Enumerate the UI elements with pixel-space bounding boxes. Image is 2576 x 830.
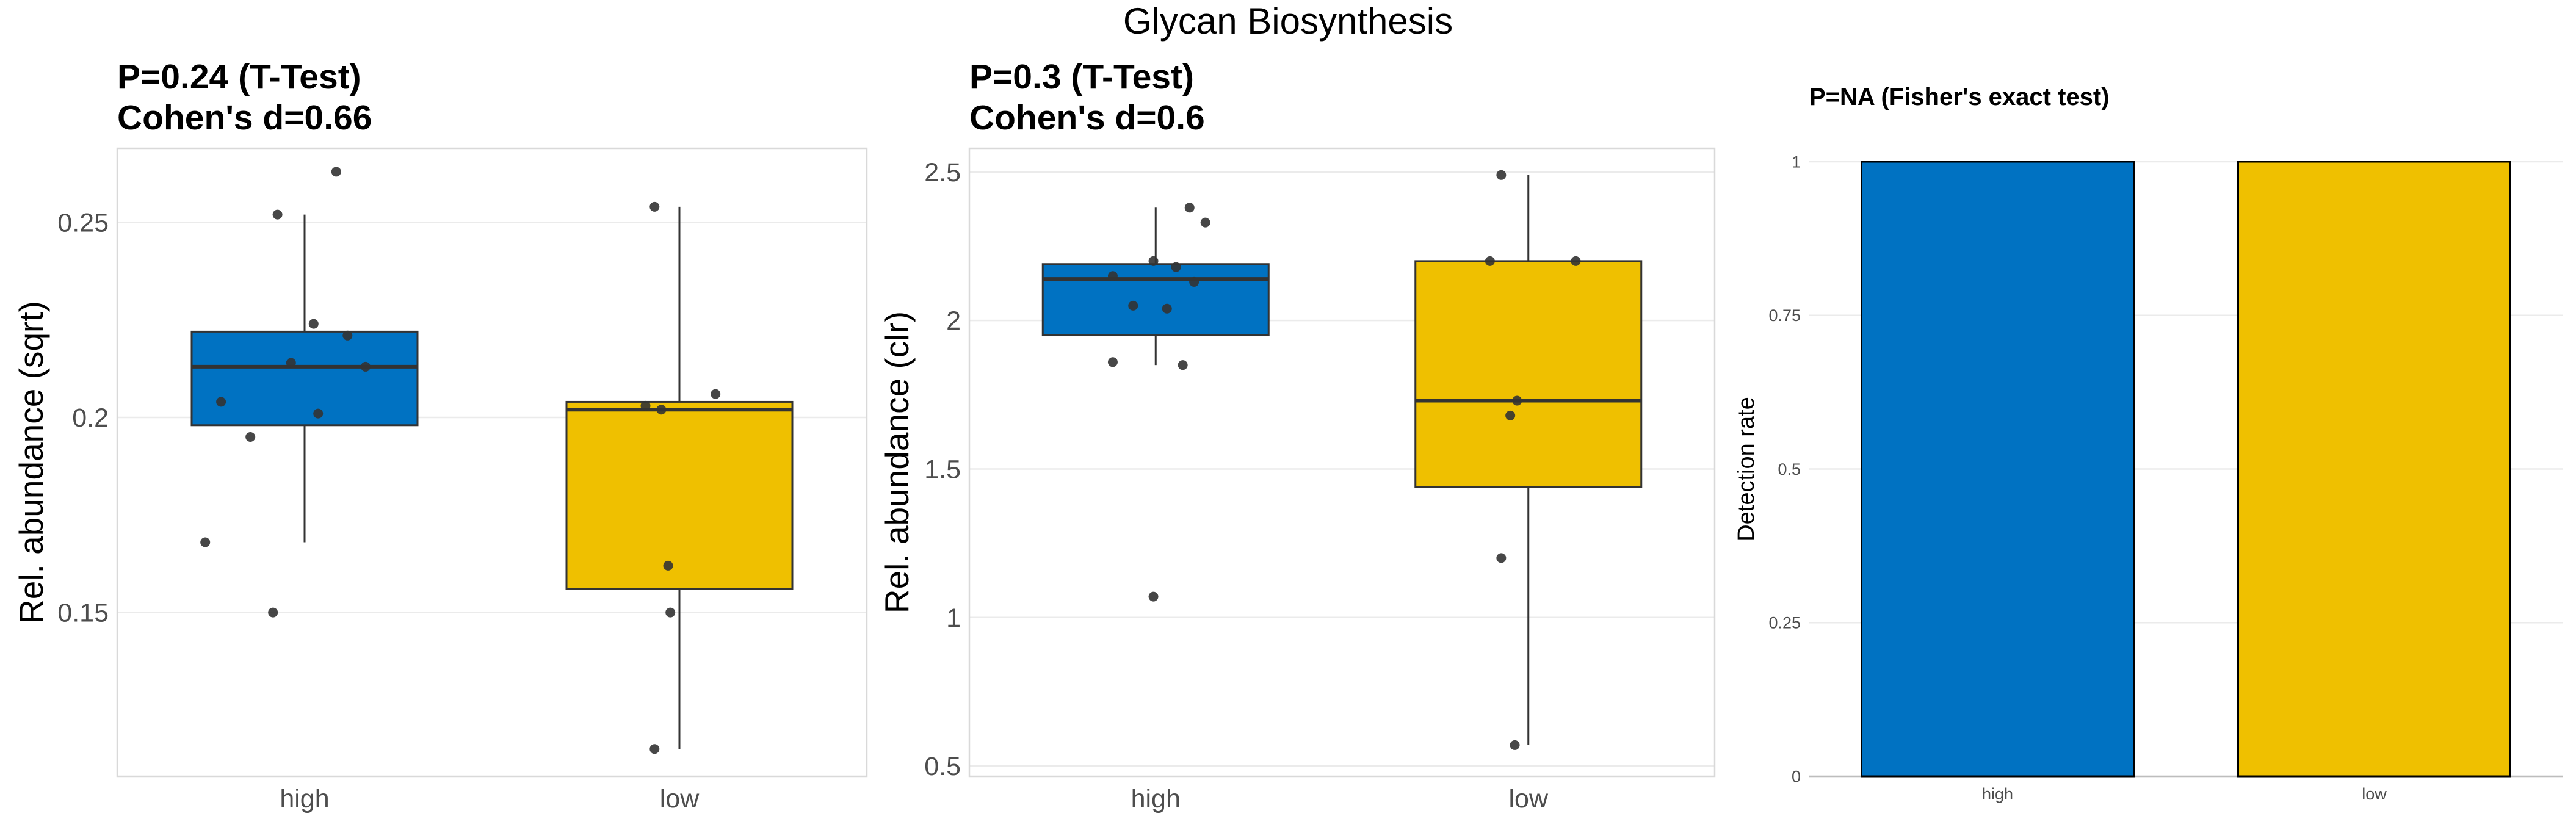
data-point [1512, 395, 1522, 406]
box-low [565, 400, 794, 590]
data-point [268, 607, 278, 618]
y-tick-label: 0.25 [57, 208, 109, 237]
x-tick-label: low [660, 784, 700, 814]
data-point [1148, 591, 1159, 602]
data-point [663, 560, 673, 571]
data-point [360, 361, 371, 372]
x-tick-label: low [1508, 784, 1548, 814]
data-point [1184, 203, 1195, 213]
data-point [1200, 217, 1210, 228]
data-point [1171, 262, 1181, 272]
panel-subtitle: Cohen's d=0.6 [969, 98, 1205, 137]
data-point [1148, 256, 1159, 266]
data-point [1178, 360, 1188, 370]
panel-frame [116, 147, 868, 778]
x-tick-label: high [1982, 785, 2013, 803]
data-point [1162, 303, 1172, 314]
data-point [1128, 300, 1138, 311]
y-tick-label: 1.5 [924, 455, 961, 484]
box-high [1041, 263, 1270, 337]
y-tick-label: 0.75 [1768, 306, 1801, 325]
data-point [665, 607, 676, 618]
data-point [313, 408, 324, 419]
data-point [649, 744, 660, 754]
data-point [272, 209, 283, 220]
y-tick-label: 0.5 [924, 752, 961, 781]
panel-title: P=0.24 (T-Test) [117, 57, 361, 96]
data-point [1496, 170, 1507, 180]
y-tick-label: 0.5 [1778, 460, 1801, 478]
y-tick-label: 1 [1792, 153, 1801, 171]
y-axis-label: Rel. abundance (sqrt) [12, 301, 50, 624]
y-tick-label: 2 [946, 306, 961, 336]
panel-title: P=NA (Fisher's exact test) [1809, 84, 2110, 110]
y-tick-label: 0.25 [1768, 614, 1801, 632]
data-point [656, 405, 667, 415]
y-tick-label: 0.15 [57, 599, 109, 628]
x-tick-label: low [2362, 785, 2387, 803]
bar-high [1861, 161, 2135, 778]
data-point [711, 389, 721, 399]
data-point [200, 537, 211, 547]
data-point [1571, 256, 1581, 266]
panel-subtitle: Cohen's d=0.66 [117, 98, 372, 137]
panel-title: P=0.3 (T-Test) [969, 57, 1194, 96]
y-axis-label: Detection rate [1734, 397, 1759, 541]
y-tick-label: 0 [1792, 767, 1801, 785]
y-tick-label: 2.5 [924, 158, 961, 187]
data-point [331, 167, 341, 177]
data-point [1189, 276, 1199, 287]
data-point [1496, 553, 1507, 563]
data-point [286, 358, 296, 368]
box-low [1414, 260, 1643, 488]
data-point [649, 201, 660, 212]
data-point [1485, 256, 1495, 266]
data-point [1107, 357, 1118, 367]
figure-title: Glycan Biosynthesis [1123, 1, 1453, 42]
box-high [190, 330, 419, 427]
panel-sqrt-boxplot: P=0.24 (T-Test)Cohen's d=0.66 Rel. abunda… [12, 57, 868, 814]
y-axis-label: Rel. abundance (clr) [878, 311, 916, 613]
panel-clr-boxplot: P=0.3 (T-Test)Cohen's d=0.6 Rel. abundanc… [878, 57, 1716, 814]
y-tick-label: 1 [946, 604, 961, 633]
data-point [1510, 740, 1520, 750]
x-tick-label: high [1131, 784, 1181, 814]
data-point [640, 400, 651, 411]
data-point [1107, 271, 1118, 281]
bar-low [2237, 161, 2511, 778]
x-tick-label: high [280, 784, 329, 814]
data-point [245, 431, 256, 442]
panel-frame [968, 147, 1716, 778]
data-point [308, 319, 319, 329]
y-tick-label: 0.2 [72, 403, 109, 433]
data-point [342, 330, 353, 341]
panel-detection-barplot: P=NA (Fisher's exact test) Detection rate… [1734, 84, 2563, 803]
data-point [216, 397, 226, 407]
data-point [1505, 410, 1516, 420]
